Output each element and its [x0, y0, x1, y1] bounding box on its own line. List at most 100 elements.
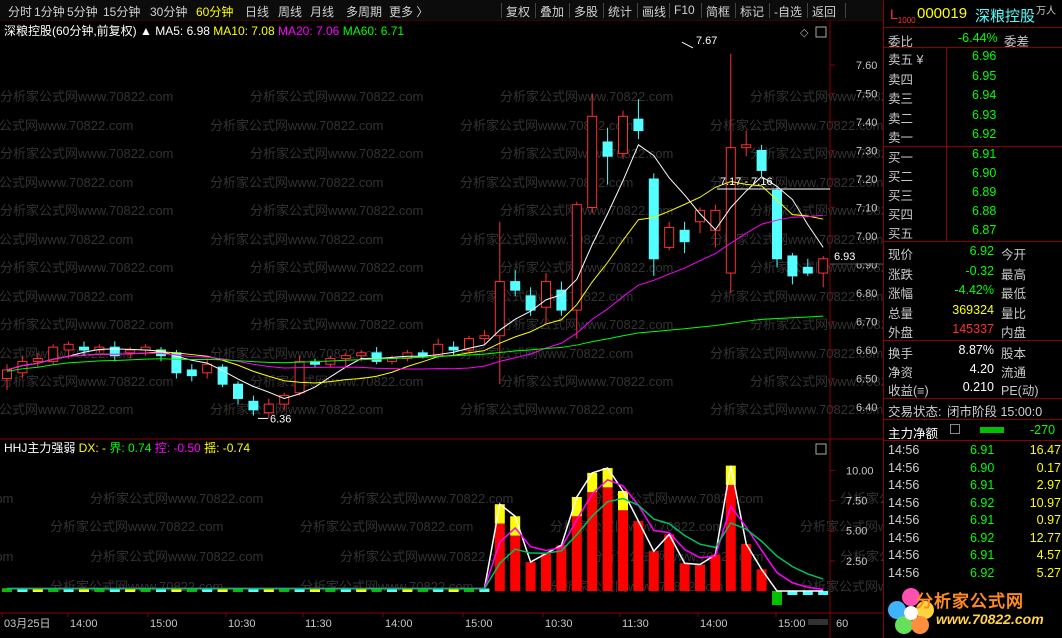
toolbar-action-7[interactable]: 标记 — [740, 5, 765, 19]
ask-row-2-label: 卖三 — [888, 92, 914, 106]
candle-down — [371, 352, 382, 362]
toolbar-action-3[interactable]: 统计 — [608, 5, 633, 19]
period-tab-8[interactable]: 月线 — [310, 5, 335, 19]
stat2-value-1: 4.20 — [969, 361, 994, 376]
toolbar-action-9[interactable]: 返回 — [812, 5, 837, 19]
trade-state-label: 交易状态: — [888, 405, 942, 419]
tick-time: 14:56 — [888, 513, 920, 527]
candle-up — [340, 355, 351, 360]
stat2-label-1: 净资 — [888, 365, 914, 380]
bid-row-3-value: 6.88 — [972, 204, 997, 218]
main-chart-legend: 深粮控股(60分钟,前复权) ▲ MA5: 6.98 MA10: 7.08 MA… — [4, 23, 404, 38]
indicator-small-bar — [294, 589, 305, 592]
period-tab-4[interactable]: 30分钟 — [150, 5, 188, 19]
period-tab-2[interactable]: 5分钟 — [67, 5, 98, 19]
watermark-text: 分析家公式网www.70822.com — [0, 175, 133, 190]
period-tab-1[interactable]: 1分钟 — [34, 5, 65, 19]
toolbar-action-5[interactable]: F10 — [674, 3, 695, 17]
indicator-small-bar — [63, 589, 74, 592]
chart-settings-icon[interactable]: ◇ — [800, 27, 809, 39]
flower-logo-icon — [888, 588, 934, 634]
indicator-bar — [664, 534, 675, 591]
x-axis-right-label: 60 — [836, 618, 848, 630]
indicator-bar — [633, 521, 644, 591]
x-axis-label: 15:00 — [778, 618, 806, 630]
period-tab-5[interactable]: 60分钟 — [196, 5, 234, 19]
weicha-label: 委差 — [1004, 35, 1030, 49]
indicator-small-bar — [248, 589, 259, 592]
stat-label-3: 总量 — [888, 306, 914, 321]
indicator-bar — [541, 553, 551, 591]
x-axis-label: 14:00 — [70, 618, 98, 630]
ask-row-4-label: 卖一 — [888, 131, 914, 145]
stat-value-4: 145337 — [952, 322, 994, 336]
toolbar-divider — [735, 3, 736, 18]
tick-volume: 4.57 — [1036, 548, 1061, 562]
toolbar-divider — [807, 3, 808, 18]
ask-row-1-label: 卖四 — [888, 72, 914, 87]
toolbar-action-0[interactable]: 复权 — [506, 5, 531, 19]
indicator-small-bar — [2, 589, 12, 592]
indicator-small-bar — [125, 589, 136, 592]
bid-row-3-label: 买四 — [888, 208, 914, 222]
watermark-text: 分析家公式网www.70822.com — [840, 549, 883, 564]
quote-panel: L1000 000019 深粮控股 万人 委比 -6.44% 委差 卖五 ¥ 6.… — [883, 0, 1062, 638]
period-tab-6[interactable]: 日线 — [245, 5, 270, 19]
watermark-text: 分析家公式网www.70822.com — [340, 491, 513, 506]
period-tab-3[interactable]: 15分钟 — [103, 5, 141, 19]
stat2-label2-1: 流通 — [1001, 365, 1027, 380]
toolbar-action-6[interactable]: 简框 — [706, 5, 731, 19]
net-amount-icon[interactable] — [950, 424, 960, 434]
watermark-text: 分析家公式网www.70822.com — [710, 402, 883, 417]
x-scrollbar[interactable] — [808, 619, 828, 625]
period-tab-10[interactable]: 更多 〉 — [389, 5, 429, 19]
watermark-text: 分析家公式网www.70822.com — [0, 146, 173, 161]
indicator-small-bar — [48, 589, 59, 592]
indicator-bar-cap — [618, 490, 628, 511]
sub-chart-maximize-icon[interactable] — [815, 443, 827, 455]
indicator-bar — [587, 492, 598, 591]
watermark-text: 分析家公式网www.70822.com — [0, 260, 173, 275]
indicator-bar — [679, 563, 690, 591]
candle-up — [279, 395, 290, 405]
ask-row-0-label: 卖五 ¥ — [888, 53, 924, 67]
period-tab-0[interactable]: 分时 — [8, 5, 33, 19]
candle-up — [94, 346, 105, 351]
toolbar-action-1[interactable]: 叠加 — [540, 5, 565, 19]
ma-label-3: MA60: 6.71 — [343, 24, 405, 38]
indicator-small-bar — [32, 589, 43, 592]
tick-list[interactable]: 14:56 6.91 16.47 14:56 6.90 0.17 14:56 6.91 2.97… — [884, 442, 1062, 582]
watermark-text: 分析家公式网www.70822.com — [0, 289, 133, 304]
toolbar-action-8[interactable]: -自选 — [774, 5, 802, 19]
tick-volume: 0.97 — [1036, 513, 1061, 527]
watermark-text: 分析家公式网www.70822.com — [50, 519, 223, 534]
period-tab-7[interactable]: 周线 — [278, 5, 303, 19]
watermark-text: 分析家公式网www.70822.com — [710, 346, 883, 361]
indicator-small-bar — [448, 589, 459, 592]
tick-time: 14:56 — [888, 548, 920, 562]
exchange-badge: L1000 — [890, 6, 916, 25]
chart-bg — [0, 21, 883, 638]
y-tick-label: 6.40 — [856, 402, 877, 414]
candle-down — [556, 289, 567, 311]
stat-value-2: -4.42% — [954, 283, 994, 297]
ask-row-4-value: 6.92 — [972, 127, 997, 141]
annotation-high-pointer — [681, 41, 694, 49]
toolbar-action-4[interactable]: 画线 — [642, 5, 667, 19]
period-tab-9[interactable]: 多周期 — [346, 5, 383, 19]
chart-maximize-icon[interactable] — [815, 26, 827, 38]
watermark-text: 分析家公式网www.70822.com — [0, 89, 173, 104]
indicator-bar-cap — [725, 465, 736, 485]
stock-name[interactable]: 深粮控股 — [975, 8, 1036, 25]
watermark-text: 分析家公式网www.70822.com — [250, 203, 423, 218]
candle-down — [602, 141, 613, 157]
chart-area[interactable]: 分析家公式网www.70822.com 分析家公式网www.70822.com 分析… — [0, 21, 883, 638]
watermark-text: 分析家公式网www.70822.com — [500, 374, 673, 389]
tick-price: 6.90 — [970, 460, 995, 475]
candle-up — [356, 352, 367, 357]
indicator-small-bar — [402, 589, 413, 592]
indicator-small-bar — [140, 589, 151, 592]
toolbar-action-2[interactable]: 多股 — [574, 5, 599, 19]
stat2-label2-2: PE(动) — [1001, 384, 1039, 398]
x-axis-label: 10:30 — [228, 618, 256, 630]
